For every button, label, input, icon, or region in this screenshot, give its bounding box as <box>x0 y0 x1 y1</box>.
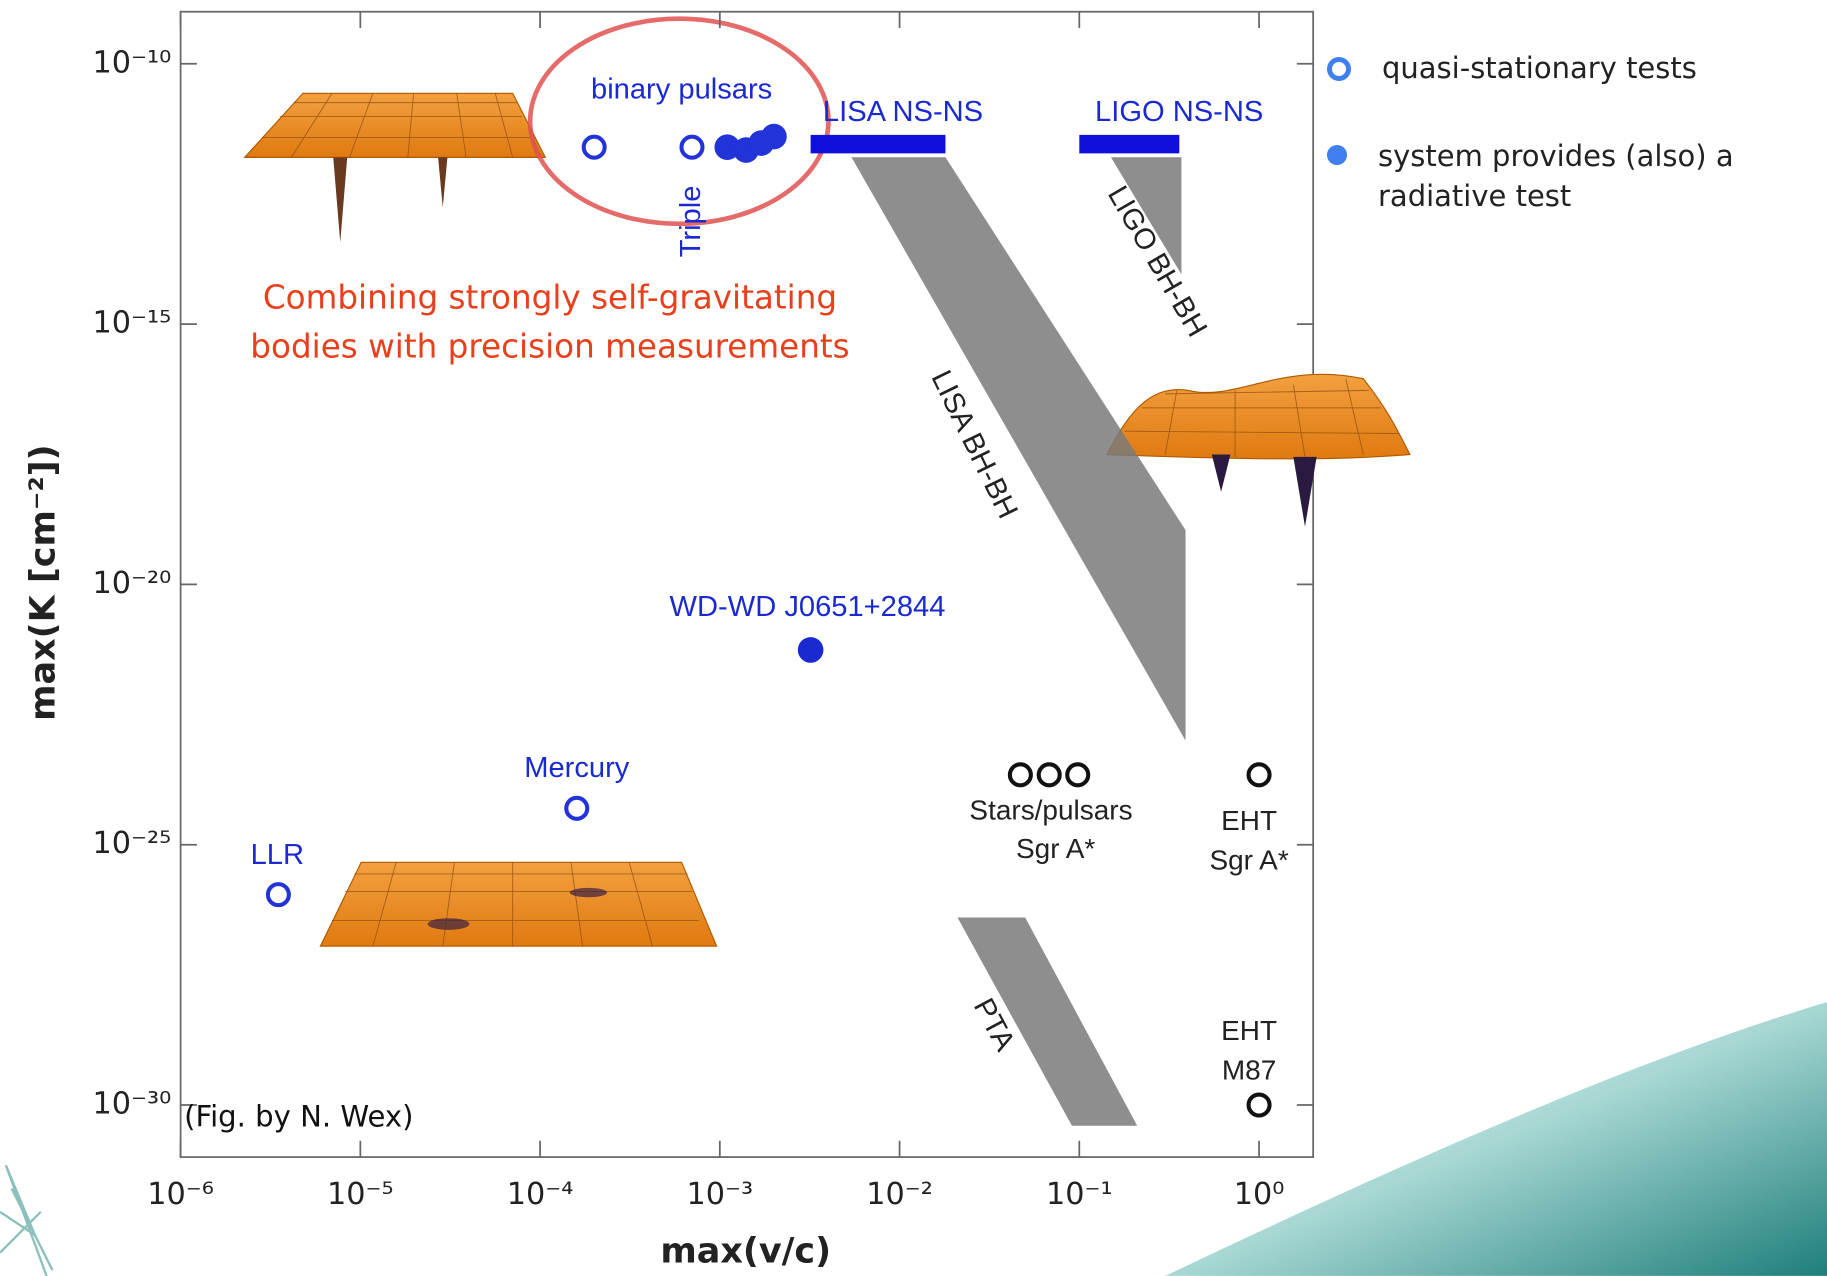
annotation: Sgr A* <box>1209 845 1288 876</box>
point <box>1067 764 1088 785</box>
y-tick-label: 10⁻²⁵ <box>92 826 171 861</box>
x-tick-label: 10⁻⁵ <box>327 1177 394 1212</box>
x-tick-label: 10⁻² <box>866 1177 933 1212</box>
y-tick-label: 10⁻³⁰ <box>92 1087 171 1122</box>
annotation: Combining strongly self-gravitating <box>263 279 837 317</box>
region <box>1079 135 1179 153</box>
point <box>1010 764 1031 785</box>
page: {"chart_data": { "type": "scatter", "xla… <box>0 0 1827 1276</box>
annotation: LLR <box>251 839 304 871</box>
legend-marker <box>1327 145 1347 165</box>
point <box>268 884 289 905</box>
x-tick-label: 10⁻⁶ <box>147 1177 214 1212</box>
y-tick-label: 10⁻²⁰ <box>92 566 171 601</box>
annotation: WD-WD J0651+2844 <box>670 591 946 623</box>
y-tick-label: 10⁻¹⁵ <box>92 306 171 341</box>
legend-item: system provides (also) a radiative test <box>1327 140 1778 216</box>
point <box>1039 764 1060 785</box>
logo <box>0 1165 52 1276</box>
annotation: binary pulsars <box>591 74 772 106</box>
x-tick-label: 10⁻¹ <box>1046 1177 1113 1212</box>
annotation: EHT <box>1221 1015 1277 1046</box>
point <box>566 798 587 819</box>
point <box>798 637 824 663</box>
point <box>1249 764 1270 785</box>
x-tick-label: 10⁻⁴ <box>507 1177 574 1212</box>
legend-label: quasi-stationary tests <box>1382 48 1782 88</box>
legend-label: system provides (also) a radiative test <box>1378 136 1778 216</box>
annotation: Triple <box>675 186 707 258</box>
legend-marker <box>1327 57 1351 81</box>
region <box>811 135 946 153</box>
annotation: Mercury <box>524 752 630 784</box>
legend-item: quasi-stationary tests <box>1327 52 1782 88</box>
x-tick-label: 10⁻³ <box>686 1177 753 1212</box>
annotation: Sgr A* <box>1016 833 1095 864</box>
annotation: EHT <box>1221 805 1277 836</box>
annotation: Stars/pulsars <box>969 795 1132 826</box>
annotation: bodies with precision measurements <box>250 327 849 365</box>
region-label: LIGO NS-NS <box>1095 96 1263 128</box>
point <box>584 137 605 158</box>
annotation: (Fig. by N. Wex) <box>184 1100 413 1134</box>
x-axis-label: max(v/c) <box>660 1232 831 1272</box>
point <box>681 137 702 158</box>
x-tick-label: 10⁰ <box>1234 1177 1285 1212</box>
point <box>761 124 787 150</box>
y-axis-label: max(K [cm⁻²]) <box>23 444 63 720</box>
region-label: LISA NS-NS <box>823 96 983 128</box>
y-tick-label: 10⁻¹⁰ <box>92 45 171 80</box>
point <box>1249 1095 1270 1116</box>
annotation: M87 <box>1222 1054 1276 1085</box>
